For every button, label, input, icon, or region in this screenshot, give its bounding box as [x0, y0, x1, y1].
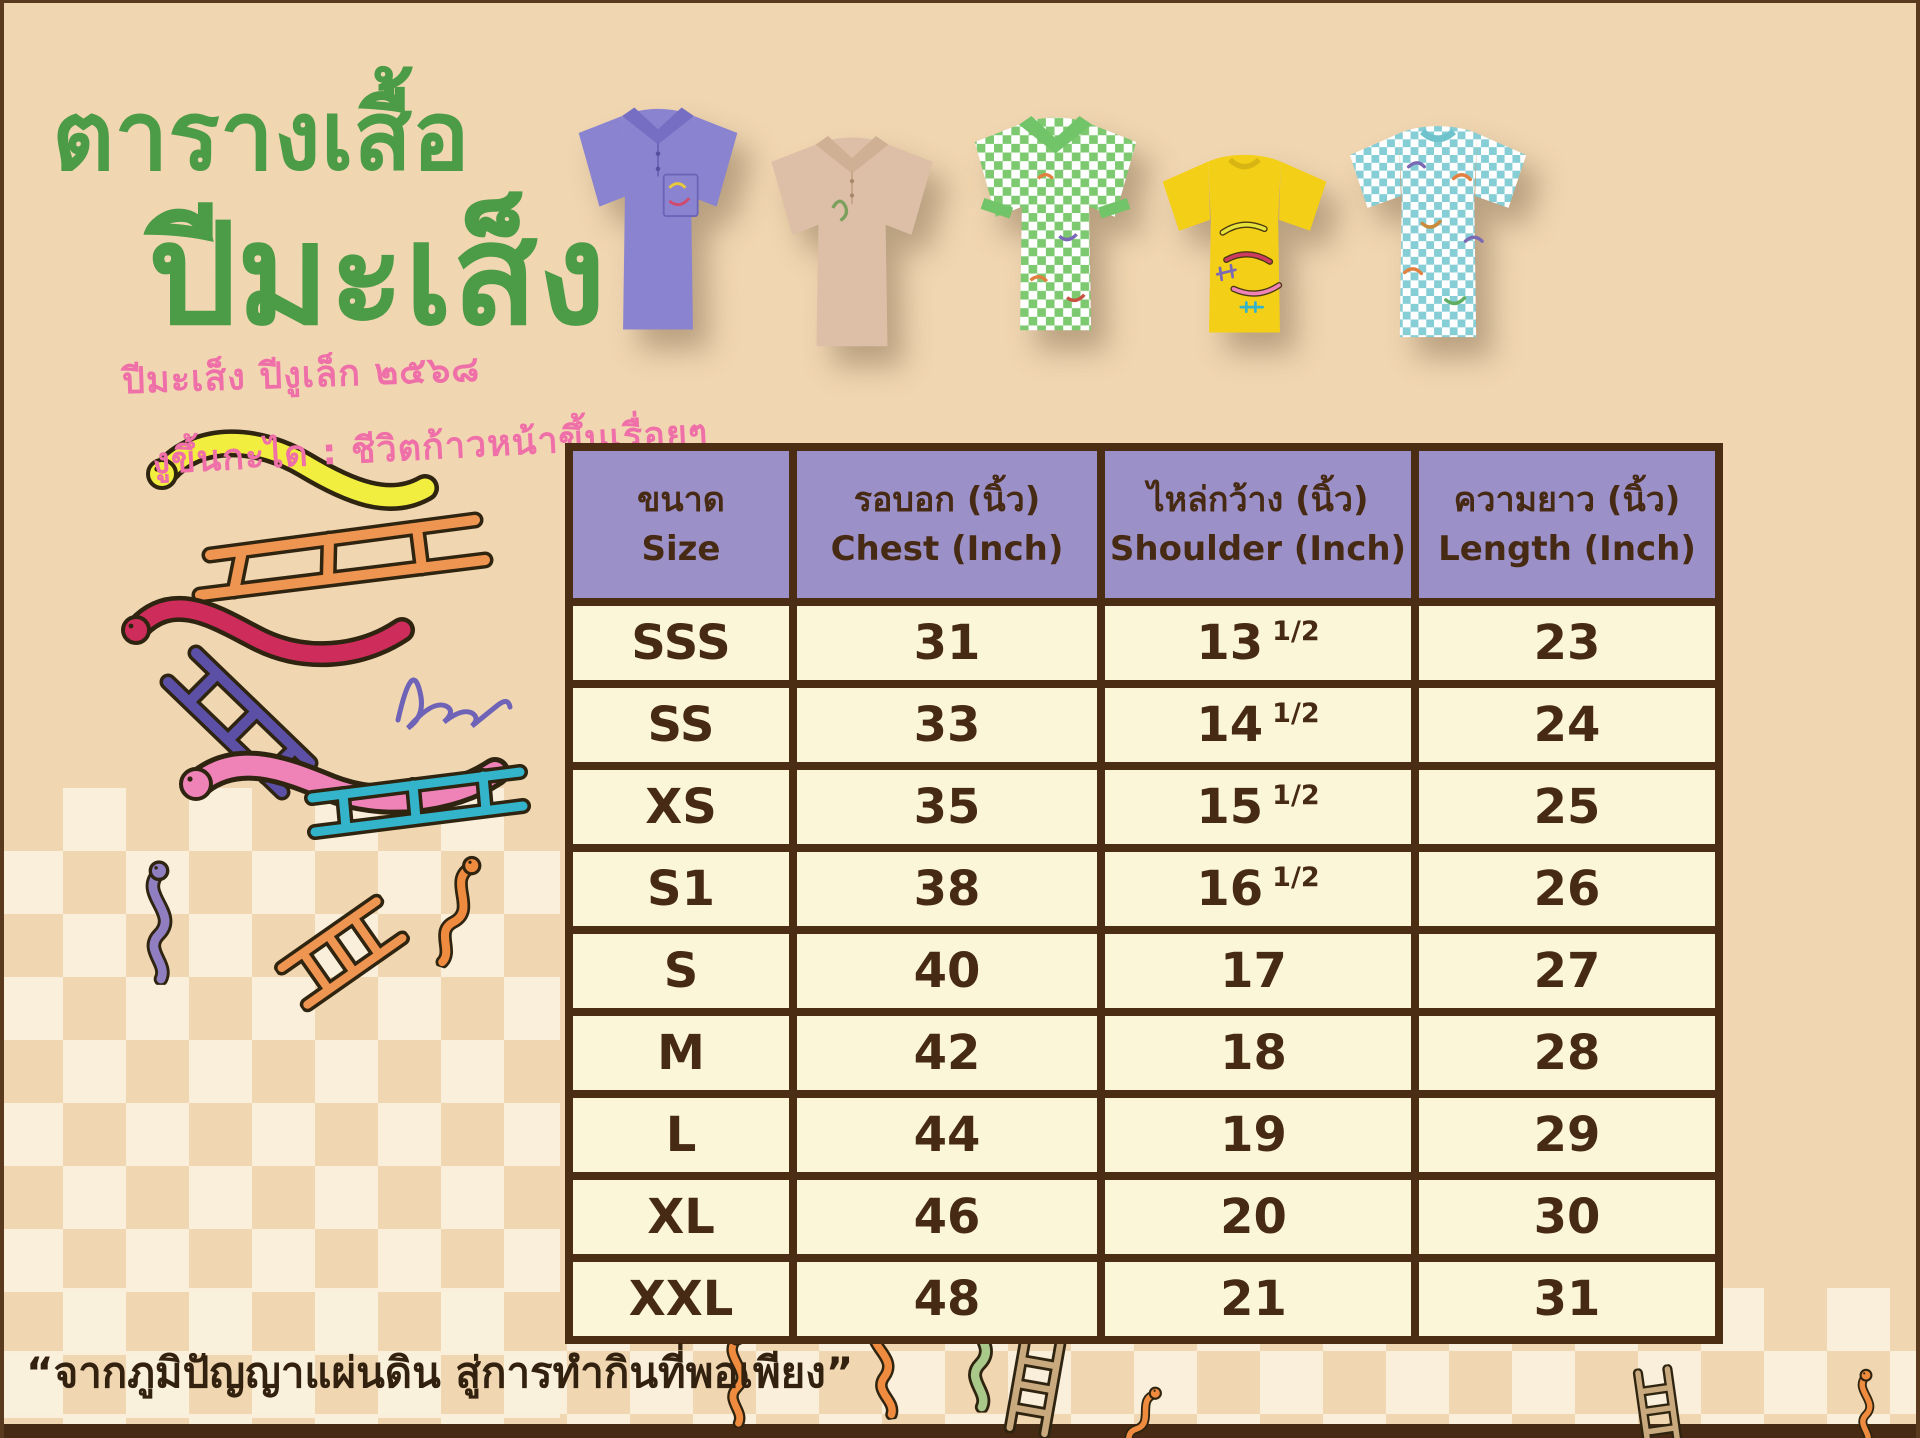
polo-collar	[815, 136, 889, 174]
size-table: ขนาด Size รอบอก (นิ้ว) Chest (Inch) ไหล่…	[565, 443, 1723, 1344]
header-thai: รอบอก (นิ้ว)	[853, 480, 1041, 520]
shoulder-cell: 15 1/2	[1105, 770, 1411, 844]
chest-cell: 33	[797, 688, 1097, 762]
tee-collar	[1228, 157, 1261, 170]
red-snake-icon	[121, 596, 415, 668]
snake-embroidery	[831, 199, 849, 222]
shoulder-fraction: 1/2	[1272, 779, 1320, 811]
teal-ladder-icon	[304, 764, 531, 840]
header-english: Size	[641, 528, 721, 569]
size-cell: XL	[573, 1180, 789, 1254]
small-orange-snake-icon	[1842, 1368, 1890, 1438]
chest-cell: 35	[797, 770, 1097, 844]
header-english: Chest (Inch)	[830, 528, 1064, 569]
polo-collar	[1018, 116, 1093, 154]
page-title-line2: ปีมะเส็ง	[148, 194, 607, 357]
size-cell: S1	[573, 852, 789, 926]
beige-polo-shirt	[771, 136, 933, 347]
purple-ladder-icon	[159, 644, 319, 801]
shoulder-value: 19	[1220, 1107, 1287, 1163]
length-cell: 26	[1419, 852, 1715, 926]
chest-cell: 42	[797, 1016, 1097, 1090]
header-english: Length (Inch)	[1438, 528, 1696, 569]
column-header-chest: รอบอก (นิ้ว) Chest (Inch)	[797, 451, 1097, 598]
shoulder-value: 13	[1196, 615, 1264, 671]
small-brown-ladder-icon	[1622, 1362, 1693, 1438]
polo-collar	[622, 107, 694, 145]
length-cell: 30	[1419, 1180, 1715, 1254]
chest-cell: 38	[797, 852, 1097, 926]
pocket-embroidery	[668, 182, 687, 189]
right-frame-edge	[1916, 0, 1920, 1438]
snakes-print	[1215, 221, 1283, 313]
shoulder-value: 18	[1220, 1025, 1287, 1081]
signature-graphic	[395, 677, 513, 731]
shoulder-cell: 16 1/2	[1105, 852, 1411, 926]
shoulder-cell: 21	[1105, 1262, 1411, 1336]
shoulder-cell: 18	[1105, 1016, 1411, 1090]
yellow-tshirt	[1162, 154, 1327, 333]
shoulder-fraction: 1/2	[1272, 615, 1320, 647]
cuffs	[980, 197, 1131, 219]
size-cell: XS	[573, 770, 789, 844]
size-cell: S	[573, 934, 789, 1008]
shoulder-value: 14	[1196, 697, 1264, 753]
bottom-frame-bar	[0, 1424, 1920, 1438]
length-cell: 25	[1419, 770, 1715, 844]
length-cell: 23	[1419, 606, 1715, 680]
size-cell: SSS	[573, 606, 789, 680]
print-motif	[1037, 172, 1054, 180]
shoulder-cell: 17	[1105, 934, 1411, 1008]
snakes-print	[1402, 161, 1484, 306]
size-cell: L	[573, 1098, 789, 1172]
chest-cell: 48	[797, 1262, 1097, 1336]
shoulder-cell: 20	[1105, 1180, 1411, 1254]
footer-quote: “จากภูมิปัญญาแผ่นดิน สู่การทำกินที่พอเพี…	[26, 1348, 854, 1397]
small-purple-snake-icon	[130, 858, 188, 986]
teal-checkered-tshirt	[1349, 126, 1527, 338]
chest-cell: 40	[797, 934, 1097, 1008]
snakes-and-ladders-illustration	[121, 429, 531, 840]
header-english: Shoulder (Inch)	[1109, 528, 1407, 569]
shoulder-value: 17	[1220, 943, 1287, 999]
green-checkered-polo-shirt	[974, 116, 1137, 331]
shoulder-fraction: 1/2	[1272, 861, 1320, 893]
chest-pocket	[662, 173, 699, 218]
purple-polo-shirt	[578, 107, 738, 330]
length-cell: 29	[1419, 1098, 1715, 1172]
orange-ladder-icon	[191, 511, 494, 604]
chest-cell: 46	[797, 1180, 1097, 1254]
shoulder-value: 16	[1196, 861, 1264, 917]
chest-cell: 44	[797, 1098, 1097, 1172]
shoulder-value: 20	[1220, 1189, 1287, 1245]
top-frame-edge	[0, 0, 1920, 3]
size-cell: XXL	[573, 1262, 789, 1336]
length-cell: 31	[1419, 1262, 1715, 1336]
shoulder-value: 21	[1220, 1271, 1287, 1327]
column-header-shoulder: ไหล่กว้าง (นิ้ว) Shoulder (Inch)	[1105, 451, 1411, 598]
size-cell: SS	[573, 688, 789, 762]
shoulder-cell: 19	[1105, 1098, 1411, 1172]
column-header-size: ขนาด Size	[573, 451, 789, 598]
tee-collar	[1419, 128, 1457, 143]
length-cell: 27	[1419, 934, 1715, 1008]
page-title-line1: ตารางเสื้อ	[52, 80, 470, 192]
column-header-length: ความยาว (นิ้ว) Length (Inch)	[1419, 451, 1715, 598]
length-cell: 24	[1419, 688, 1715, 762]
left-frame-edge	[0, 0, 4, 1438]
header-thai: ความยาว (นิ้ว)	[1453, 480, 1681, 520]
shoulder-cell: 14 1/2	[1105, 688, 1411, 762]
shoulder-value: 15	[1196, 779, 1264, 835]
header-thai: ขนาด	[637, 480, 725, 520]
yellow-snake-icon	[146, 429, 439, 511]
length-cell: 28	[1419, 1016, 1715, 1090]
handwritten-note-line1: ปีมะเส็ง ปีงูเล็ก ๒๕๖๘	[121, 348, 481, 403]
size-cell: M	[573, 1016, 789, 1090]
header-thai: ไหล่กว้าง (นิ้ว)	[1147, 480, 1369, 520]
shoulder-fraction: 1/2	[1272, 697, 1320, 729]
chest-cell: 31	[797, 606, 1097, 680]
shoulder-cell: 13 1/2	[1105, 606, 1411, 680]
